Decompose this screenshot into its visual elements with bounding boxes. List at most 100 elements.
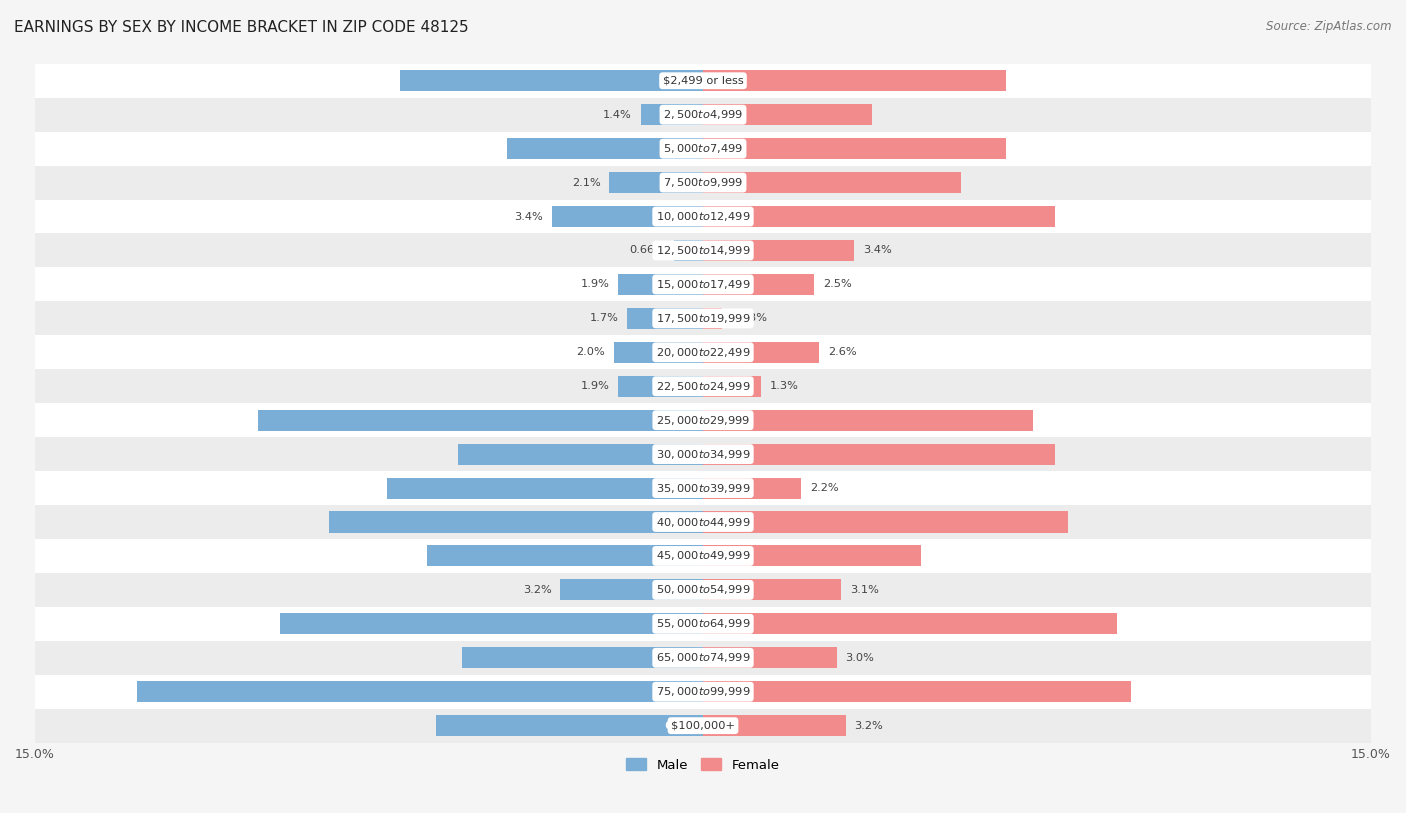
Text: 7.9%: 7.9% [710, 211, 741, 221]
Bar [703, 715, 845, 737]
Bar [508, 138, 703, 159]
Bar [436, 715, 703, 737]
Bar [35, 98, 1371, 132]
Text: $50,000 to $54,999: $50,000 to $54,999 [655, 584, 751, 597]
Legend: Male, Female: Male, Female [621, 753, 785, 776]
Text: 3.1%: 3.1% [851, 585, 879, 595]
Bar [35, 437, 1371, 471]
Bar [329, 511, 703, 533]
Bar [463, 647, 703, 668]
Text: 4.4%: 4.4% [665, 144, 696, 154]
Bar [641, 104, 703, 125]
Text: 6.8%: 6.8% [710, 76, 741, 85]
Bar [703, 341, 818, 363]
Text: $15,000 to $17,499: $15,000 to $17,499 [655, 278, 751, 291]
Text: $2,500 to $4,999: $2,500 to $4,999 [664, 108, 742, 121]
Bar [703, 546, 921, 567]
Bar [614, 341, 703, 363]
Bar [703, 240, 855, 261]
Bar [35, 641, 1371, 675]
Text: $5,000 to $7,499: $5,000 to $7,499 [664, 142, 742, 155]
Bar [35, 539, 1371, 573]
Text: 3.2%: 3.2% [523, 585, 551, 595]
Bar [703, 410, 1032, 431]
Bar [401, 70, 703, 91]
Bar [609, 172, 703, 193]
Text: 3.8%: 3.8% [710, 110, 741, 120]
Bar [35, 132, 1371, 166]
Text: $45,000 to $49,999: $45,000 to $49,999 [655, 550, 751, 563]
Text: 5.5%: 5.5% [665, 449, 696, 459]
Bar [703, 580, 841, 601]
Text: 6.0%: 6.0% [665, 720, 696, 731]
Bar [35, 199, 1371, 233]
Bar [35, 675, 1371, 709]
Text: Source: ZipAtlas.com: Source: ZipAtlas.com [1267, 20, 1392, 33]
Text: 1.3%: 1.3% [770, 381, 799, 391]
Bar [703, 511, 1069, 533]
Bar [703, 444, 1054, 465]
Bar [627, 308, 703, 329]
Text: $22,500 to $24,999: $22,500 to $24,999 [655, 380, 751, 393]
Bar [703, 206, 1054, 227]
Text: $35,000 to $39,999: $35,000 to $39,999 [655, 481, 751, 494]
Bar [35, 233, 1371, 267]
Text: 1.4%: 1.4% [603, 110, 631, 120]
Text: 0.43%: 0.43% [731, 313, 768, 324]
Bar [35, 403, 1371, 437]
Bar [280, 613, 703, 634]
Bar [673, 240, 703, 261]
Text: 9.3%: 9.3% [710, 619, 741, 628]
Text: $10,000 to $12,499: $10,000 to $12,499 [655, 210, 751, 223]
Bar [35, 471, 1371, 505]
Bar [35, 369, 1371, 403]
Text: 9.5%: 9.5% [665, 619, 696, 628]
Bar [703, 613, 1118, 634]
Text: $65,000 to $74,999: $65,000 to $74,999 [655, 651, 751, 664]
Text: 8.2%: 8.2% [710, 517, 741, 527]
Bar [703, 308, 723, 329]
Text: 3.4%: 3.4% [863, 246, 891, 255]
Bar [35, 166, 1371, 199]
Bar [35, 302, 1371, 335]
Text: 1.9%: 1.9% [581, 381, 609, 391]
Text: $2,499 or less: $2,499 or less [662, 76, 744, 85]
Bar [703, 274, 814, 295]
Text: 3.4%: 3.4% [515, 211, 543, 221]
Text: $40,000 to $44,999: $40,000 to $44,999 [655, 515, 751, 528]
Text: 6.8%: 6.8% [665, 76, 696, 85]
Bar [703, 172, 962, 193]
Bar [35, 267, 1371, 302]
Bar [703, 477, 801, 498]
Bar [35, 335, 1371, 369]
Text: 6.2%: 6.2% [665, 551, 696, 561]
Bar [35, 709, 1371, 742]
Text: 3.2%: 3.2% [855, 720, 883, 731]
Text: $55,000 to $64,999: $55,000 to $64,999 [655, 617, 751, 630]
Text: 8.4%: 8.4% [665, 517, 696, 527]
Text: 5.8%: 5.8% [710, 177, 741, 188]
Text: 0.66%: 0.66% [628, 246, 665, 255]
Bar [703, 376, 761, 397]
Text: EARNINGS BY SEX BY INCOME BRACKET IN ZIP CODE 48125: EARNINGS BY SEX BY INCOME BRACKET IN ZIP… [14, 20, 468, 35]
Text: 3.0%: 3.0% [845, 653, 875, 663]
Text: 5.4%: 5.4% [665, 653, 696, 663]
Bar [138, 681, 703, 702]
Text: $75,000 to $99,999: $75,000 to $99,999 [655, 685, 751, 698]
Text: 10.0%: 10.0% [657, 415, 696, 425]
Text: 12.7%: 12.7% [657, 687, 696, 697]
Bar [35, 63, 1371, 98]
Bar [619, 274, 703, 295]
Text: 4.9%: 4.9% [710, 551, 741, 561]
Bar [257, 410, 703, 431]
Text: $20,000 to $22,499: $20,000 to $22,499 [655, 346, 751, 359]
Text: 2.6%: 2.6% [828, 347, 856, 357]
Bar [35, 573, 1371, 606]
Bar [35, 505, 1371, 539]
Text: 2.5%: 2.5% [824, 280, 852, 289]
Bar [703, 681, 1130, 702]
Text: 2.1%: 2.1% [572, 177, 600, 188]
Bar [703, 104, 872, 125]
Bar [619, 376, 703, 397]
Text: 6.8%: 6.8% [710, 144, 741, 154]
